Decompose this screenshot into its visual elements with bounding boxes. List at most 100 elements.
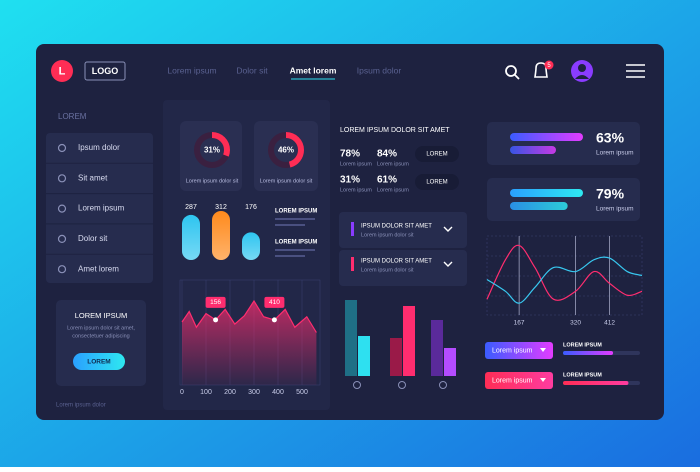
stat-value: 84% [377, 149, 397, 160]
chevron[interactable] [443, 261, 453, 267]
logo-letter: L [59, 65, 66, 77]
donut-label: 31% [204, 146, 220, 155]
donut-caption: Lorem ipsum dolor sit [186, 178, 239, 184]
search-icon[interactable] [505, 65, 517, 77]
legend-title: LOREM IPSUM [563, 372, 602, 378]
bar [403, 306, 415, 376]
dropdown-accent [351, 222, 354, 236]
progress-track [510, 189, 583, 197]
annotation: 410 [269, 299, 280, 306]
wave-line [486, 256, 643, 304]
search-icon [514, 74, 520, 80]
dropdown-accent [351, 257, 354, 271]
nav-item[interactable]: Ipsum dolor [357, 65, 402, 75]
annotation-box [264, 296, 285, 308]
progress-card [487, 122, 640, 165]
button-label: Lorem ipsum [492, 377, 533, 384]
menu-icon [57, 234, 67, 243]
card-text: Lorem ipsum dolor sit amet, [67, 325, 135, 331]
bar [358, 336, 370, 376]
button-label: LOREM [87, 359, 110, 366]
bar-value: 287 [185, 204, 197, 211]
progress-caption: Lorem ipsum [596, 150, 634, 157]
progress-value: 79% [596, 186, 625, 202]
menu-item[interactable]: Lorem ipsum [78, 204, 125, 213]
x-tick-label: 200 [224, 389, 236, 396]
progress-caption: Lorem ipsum [596, 206, 634, 213]
donut-caption: Lorem ipsum dolor sit [260, 178, 313, 184]
bar [390, 338, 402, 376]
bell-icon[interactable] [534, 62, 548, 78]
card-title: LOREM IPSUM [75, 311, 128, 320]
menu-item[interactable]: Dolor sit [78, 234, 108, 243]
dropdown-subtitle: Lorem ipsum dolor sit [361, 267, 414, 273]
stats-title: LOREM IPSUM DOLOR SIT AMET [340, 127, 450, 134]
progress-fill [510, 146, 556, 154]
bar-shade [212, 210, 230, 260]
nav-item[interactable]: Dolor sit [236, 65, 268, 75]
x-tick-label: 167 [514, 320, 525, 327]
text-line [275, 218, 315, 220]
logo-box [84, 61, 126, 81]
progress-value: 63% [596, 130, 625, 146]
text-line [275, 249, 315, 251]
donut-label: 46% [278, 146, 294, 155]
progress-fill [563, 351, 614, 355]
bar-value: 312 [215, 204, 227, 211]
annotation: 156 [210, 299, 221, 306]
text-line [275, 255, 305, 257]
stat-caption: Lorem ipsum [340, 187, 372, 193]
donut-card [180, 121, 242, 191]
stat-value: 31% [340, 175, 360, 186]
highlight-point [213, 317, 219, 323]
menu-icon [57, 143, 67, 153]
progress-card [487, 178, 640, 221]
x-tick-label: 0 [180, 389, 184, 396]
bar-note: LOREM IPSUM [275, 240, 317, 246]
sidebar-menu [46, 133, 153, 283]
chevron[interactable] [443, 226, 453, 232]
bar-shade [242, 232, 260, 260]
line [181, 299, 317, 333]
bar-value: 176 [245, 204, 257, 211]
menu-item[interactable]: Sit amet [78, 173, 108, 182]
logo: LOGO [92, 66, 119, 76]
menu-icon [57, 265, 67, 274]
donut-arc [194, 132, 230, 168]
card-button[interactable] [73, 353, 125, 370]
button-label: Lorem ipsum [492, 347, 533, 354]
stat-caption: Lorem ipsum [377, 161, 409, 167]
dropdown-button[interactable] [485, 342, 553, 359]
category-icon [353, 381, 361, 389]
annotation-box [205, 296, 226, 308]
avatar [575, 75, 589, 79]
menu-icon[interactable] [626, 64, 645, 78]
stat-caption: Lorem ipsum [377, 187, 409, 193]
stat-button[interactable] [415, 146, 459, 162]
bar [345, 300, 357, 376]
nav-item[interactable]: Amet lorem [290, 65, 337, 75]
category-icon [398, 381, 406, 389]
menu-icon [57, 204, 67, 213]
bar-note: LOREM IPSUM [275, 209, 317, 215]
menu-item[interactable]: Ipsum dolor [78, 143, 120, 152]
dropdown-subtitle: Lorem ipsum dolor sit [361, 232, 414, 238]
notification-badge [544, 60, 554, 70]
avatar [578, 64, 586, 72]
caret [540, 348, 546, 352]
bar [444, 348, 456, 376]
progress-fill [563, 381, 629, 385]
chart-frame [486, 235, 643, 316]
progress-fill [510, 202, 568, 210]
text-line [275, 224, 305, 226]
bar-shade [182, 214, 200, 260]
menu-item[interactable]: Amet lorem [78, 264, 119, 273]
dropdown-button[interactable] [485, 372, 553, 389]
stat-value: 61% [377, 175, 397, 186]
button-label: LOREM [426, 180, 447, 186]
x-tick-label: 100 [200, 389, 212, 396]
dropdown-title: IPSUM DOLOR SIT AMET [361, 259, 432, 265]
nav-item[interactable]: Lorem ipsum [167, 65, 216, 75]
stat-button[interactable] [415, 174, 459, 190]
